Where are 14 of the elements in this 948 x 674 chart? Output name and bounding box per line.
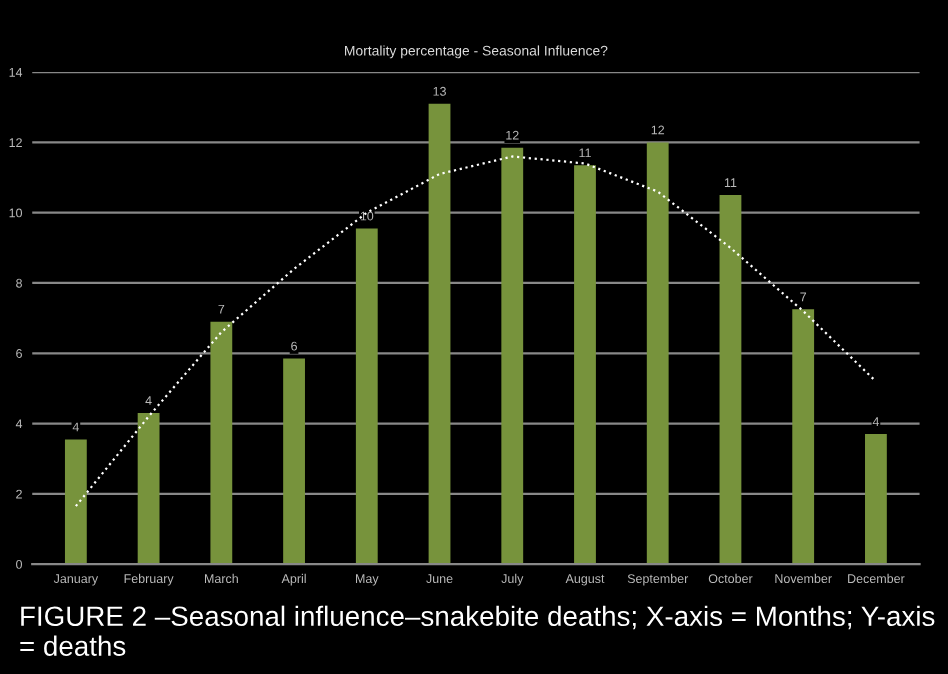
bar (64, 439, 87, 565)
bar (646, 142, 669, 565)
bar (210, 321, 233, 565)
bar (355, 228, 378, 565)
bar (501, 147, 524, 565)
bar (428, 103, 451, 565)
bar (283, 358, 305, 565)
caption: FIGURE 2 –Seasonal influence–snakebite deaths; X-axis = Months; Y-axis = deaths (20, 605, 935, 656)
bar (574, 165, 596, 565)
bar (137, 413, 160, 565)
bar (865, 434, 887, 565)
line-series (74, 155, 878, 508)
bar (792, 309, 815, 565)
bar (719, 195, 742, 565)
